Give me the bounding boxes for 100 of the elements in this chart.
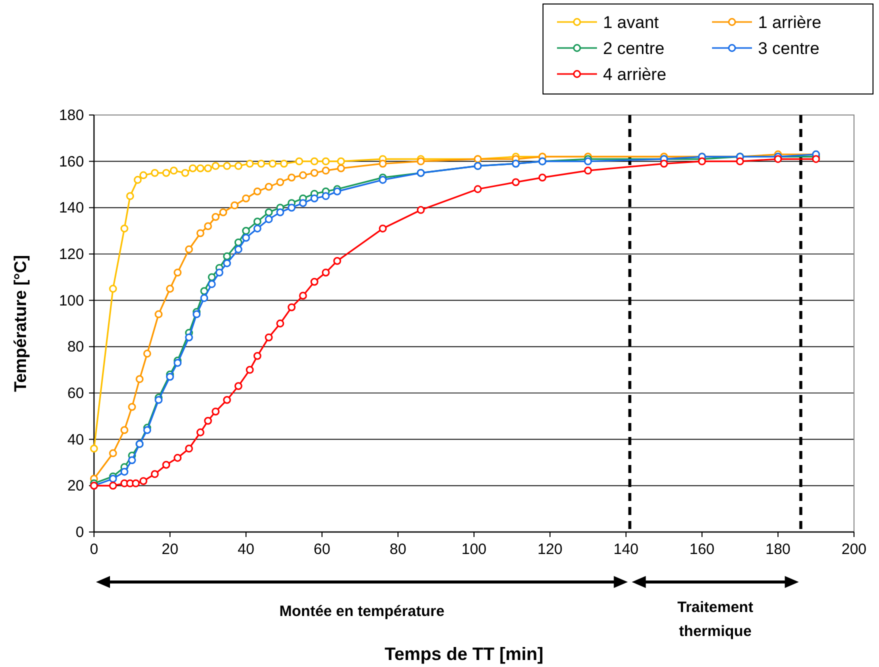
point [322,192,330,200]
point [538,174,546,182]
y-tick-label: 140 [58,200,84,217]
point [109,449,117,458]
x-tick-label: 120 [537,541,563,558]
point [698,157,706,166]
point [120,468,128,476]
point [185,333,193,342]
point [196,229,204,238]
point [276,208,284,216]
x-tick-label: 20 [162,541,178,558]
point [162,460,170,469]
point [223,252,231,260]
point [337,164,345,172]
legend-label: 3 centre [758,39,820,58]
point [295,157,304,166]
point [253,218,262,226]
point [288,303,296,312]
point [150,470,159,478]
legend-label: 4 arrière [603,65,666,84]
point [109,284,117,293]
point [378,160,387,168]
point [204,416,212,425]
point [223,162,231,170]
point [234,382,242,390]
point [174,268,182,276]
point [219,208,228,216]
point [337,157,345,166]
point [208,273,216,282]
x-tick-label: 100 [461,541,487,558]
point [253,224,262,232]
point [242,226,250,235]
x-tick-label: 180 [765,541,791,558]
text: Montée en température [279,603,444,620]
point [120,426,128,434]
point [276,320,284,328]
point [230,201,239,210]
point [333,257,342,265]
point [378,224,387,232]
y-tick-label: 100 [58,292,84,310]
point [208,280,216,288]
point [223,396,231,404]
point [378,176,387,184]
point [246,160,254,168]
point [185,245,193,254]
point [310,278,318,286]
point [264,215,273,224]
y-tick-label: 160 [58,153,84,170]
point [196,164,204,172]
point [223,259,231,268]
x-tick-label: 160 [689,541,715,558]
point [166,372,174,381]
point [322,268,330,276]
text: Traitement thermique [677,599,754,640]
point [212,162,220,170]
point [660,160,668,168]
point [264,182,273,191]
x-tick-label: 80 [390,541,406,558]
point [166,284,174,293]
point [416,206,425,214]
point [257,160,266,168]
point [109,474,117,483]
point [234,245,242,254]
point [288,204,296,212]
point [185,444,193,453]
point [139,171,148,180]
point [192,310,201,318]
point [212,408,220,416]
point [242,194,250,202]
x-axis-title: Temps de TT [min] [384,644,544,664]
point [150,168,159,177]
point [132,479,140,488]
point [128,402,136,411]
point [136,375,144,384]
y-tick-label: 60 [67,385,84,402]
point [474,185,482,194]
point [162,168,170,177]
point [212,212,220,221]
point [333,188,342,196]
x-tick-label: 60 [314,541,330,558]
point [174,454,182,462]
point [310,157,318,166]
point [134,176,142,184]
point [299,292,307,300]
point [322,157,330,166]
legend-label: 1 arrière [758,13,822,32]
point [512,178,520,186]
point [215,268,224,276]
point [584,157,592,166]
legend-label: 2 centre [603,39,664,58]
point [139,477,148,485]
y-tick-label: 0 [76,524,84,541]
point [181,168,190,177]
point [143,350,152,358]
x-tick-label: 200 [841,541,867,558]
point [234,238,242,246]
point [310,168,318,177]
point [584,166,592,175]
point [416,157,425,166]
y-tick-label: 180 [58,107,84,124]
